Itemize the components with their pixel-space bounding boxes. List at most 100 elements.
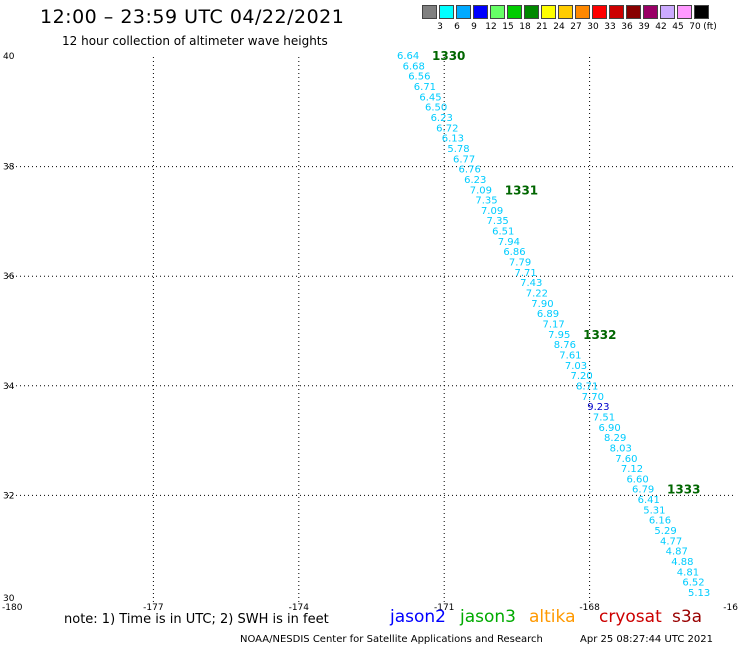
legend-cryosat: cryosat: [599, 607, 662, 627]
wave-height-value: 7.70: [582, 392, 604, 403]
wave-height-value: 6.60: [626, 474, 648, 485]
lon-tick-label: -180: [2, 603, 23, 613]
wave-height-value: 6.77: [453, 154, 475, 165]
legend-label: 27: [570, 22, 582, 32]
wave-height-value: 6.51: [492, 227, 514, 238]
lon-tick-label: -171: [434, 603, 454, 613]
wave-height-value: 7.51: [593, 412, 615, 423]
wave-height-value: 7.94: [498, 237, 520, 248]
wave-height-value: 6.64: [397, 51, 419, 62]
wave-height-value: 9.23: [587, 402, 609, 413]
legend-swatch: [490, 5, 505, 19]
wave-height-value: 6.45: [419, 92, 441, 103]
wave-height-value: 6.72: [436, 123, 458, 134]
legend-unit: (ft): [703, 22, 717, 32]
map-subtitle: 12 hour collection of altimeter wave hei…: [62, 34, 328, 48]
wave-height-value: 6.89: [537, 309, 559, 320]
legend-swatch: [575, 5, 590, 19]
wave-height-value: 5.13: [688, 588, 710, 599]
legend-label: 9: [471, 22, 477, 32]
wave-height-value: 6.86: [503, 247, 525, 258]
time-marker-label: 1333: [667, 483, 700, 497]
wave-height-value: 6.56: [408, 72, 430, 83]
wave-height-value: 7.60: [615, 454, 637, 465]
wave-height-value: 7.20: [570, 371, 592, 382]
legend-swatch: [473, 5, 488, 19]
wave-height-value: 6.76: [459, 165, 481, 176]
wave-height-value: 6.68: [403, 61, 425, 72]
footer-note: note: 1) Time is in UTC; 2) SWH is in fe…: [64, 612, 329, 627]
wave-height-value: 7.35: [487, 216, 509, 227]
legend-swatch: [609, 5, 624, 19]
legend-swatch: [660, 5, 675, 19]
legend-swatch: [677, 5, 692, 19]
legend-label: 3: [437, 22, 443, 32]
wave-height-value: 6.23: [431, 113, 453, 124]
lat-tick-label: 36: [3, 272, 15, 282]
legend-label: 12: [485, 22, 497, 32]
legend-label: 21: [536, 22, 548, 32]
wave-height-value: 8.71: [576, 381, 598, 392]
legend-label: 36: [621, 22, 633, 32]
wave-height-value: 7.03: [565, 361, 587, 372]
wave-height-value: 8.29: [604, 433, 626, 444]
timestamp-text: Apr 25 08:27:44 UTC 2021: [580, 634, 713, 645]
legend-swatch: [558, 5, 573, 19]
lat-tick-label: 30: [3, 594, 15, 604]
legend-swatch: [524, 5, 539, 19]
wave-height-value: 7.22: [526, 289, 548, 300]
legend-swatch: [694, 5, 709, 19]
wave-height-value: 7.12: [621, 464, 643, 475]
lon-tick-label: -174: [289, 603, 310, 613]
wave-height-value: 6.71: [414, 82, 436, 93]
legend-label: 24: [553, 22, 565, 32]
wave-height-value: 7.35: [475, 196, 497, 207]
wave-height-value: 7.79: [509, 258, 531, 269]
wave-height-value: 6.13: [442, 134, 464, 145]
wave-height-value: 7.09: [470, 185, 492, 196]
credit-text: NOAA/NESDIS Center for Satellite Applica…: [240, 634, 543, 645]
wave-height-value: 4.88: [671, 557, 693, 568]
legend-label: 15: [502, 22, 514, 32]
legend-s3a: s3a: [672, 607, 703, 627]
wave-height-value: 6.23: [464, 175, 486, 186]
wave-height-value: 7.43: [520, 278, 542, 289]
wave-height-value: 7.90: [531, 299, 553, 310]
wave-height-value: 4.77: [660, 536, 682, 547]
wave-height-value: 7.71: [515, 268, 537, 279]
legend-jason3: jason3: [460, 607, 516, 627]
wave-height-value: 7.17: [543, 320, 565, 331]
legend-label: 39: [638, 22, 650, 32]
legend-jason2: jason2: [390, 607, 446, 627]
legend-swatch: [456, 5, 471, 19]
legend-swatch: [422, 5, 437, 19]
legend-swatch: [439, 5, 454, 19]
legend-label: 18: [519, 22, 531, 32]
wave-height-value: 7.95: [548, 330, 570, 341]
wave-height-value: 5.31: [643, 505, 665, 516]
lat-tick-label: 34: [3, 382, 15, 392]
lon-tick-label: -168: [579, 603, 600, 613]
legend-label: 6: [454, 22, 460, 32]
time-marker-label: 1330: [432, 49, 465, 63]
lon-tick-label: -177: [143, 603, 163, 613]
lon-tick-label: -16: [723, 603, 738, 613]
wave-height-value: 6.50: [425, 103, 447, 114]
legend-swatch: [626, 5, 641, 19]
legend-label: 70: [689, 22, 701, 32]
wave-height-value: 6.41: [638, 495, 660, 506]
wave-height-value: 6.52: [682, 578, 704, 589]
wave-height-value: 4.81: [677, 567, 699, 578]
legend-swatch: [643, 5, 658, 19]
wave-height-value: 6.79: [632, 485, 654, 496]
lat-tick-label: 38: [3, 163, 15, 173]
legend-swatch: [592, 5, 607, 19]
map-title: 12:00 – 23:59 UTC 04/22/2021: [40, 6, 345, 28]
time-marker-label: 1331: [505, 183, 538, 197]
wave-height-value: 5.29: [654, 526, 676, 537]
legend-label: 30: [587, 22, 599, 32]
legend-swatch: [541, 5, 556, 19]
wave-height-value: 4.87: [666, 547, 688, 558]
wave-height-value: 7.61: [559, 350, 581, 361]
